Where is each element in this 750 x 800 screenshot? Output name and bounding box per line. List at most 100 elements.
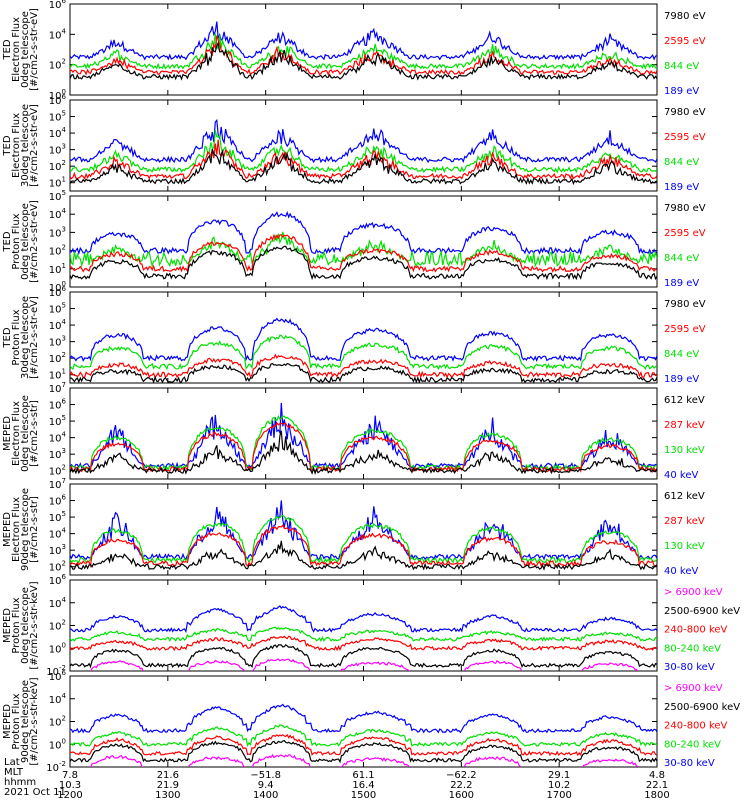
y-tick-label: 106 [49,0,67,11]
legend-entry: 2500-6900 keV [664,606,740,617]
y-tick-label: 107 [49,381,66,395]
legend-entry: 30-80 keV [664,662,715,673]
legend-entry: 7980 eV [664,107,706,118]
series-line [70,514,657,565]
y-tick-label: 100 [49,88,66,102]
x-label-lat: Lat [4,757,20,768]
y-tick-label: 104 [49,692,67,706]
panel-series-group [70,118,657,186]
y-tick-label: 102 [49,464,66,478]
legend-entry: 240-800 keV [664,625,728,636]
x-tick-label-hhmm: 1300 [155,790,180,800]
legend-entry: 612 keV [664,491,705,502]
y-axis-label: TED [2,39,13,60]
legend-entry: 189 eV [664,86,699,97]
legend-entry: 844 eV [664,253,699,264]
legend-entry: 40 keV [664,470,698,481]
panel-frame [69,579,658,672]
legend-entry: 287 keV [664,516,705,527]
series-line [70,402,657,470]
x-tick-label-lat: 21.6 [157,770,179,781]
y-tick-label: 104 [49,527,67,541]
series-line [82,753,653,767]
series-line [70,733,657,757]
series-line [70,148,657,186]
y-axis-label: [#/cm2-s-str-eV] [29,200,40,283]
x-tick-label-lat: −51.8 [250,770,281,781]
series-line [75,658,649,671]
y-tick-label: 103 [49,447,66,461]
x-tick-label-mlt: 9.4 [258,780,274,791]
panel-frame [69,195,658,288]
panel-series-group [70,317,657,383]
legend-entry: 189 eV [664,182,699,193]
legend-entry: 7980 eV [664,299,706,310]
y-tick-label: 105 [49,510,66,524]
y-axis-label: 0deg telescope [20,587,31,664]
y-tick-label: 103 [49,335,66,349]
y-axis-label: [#/cm2-s-str-eV] [29,296,40,379]
series-line [70,500,657,561]
series-line [70,118,657,164]
y-tick-label: 103 [49,225,66,239]
y-tick-label: 10-2 [46,664,66,678]
legend-entry: 130 keV [664,445,705,456]
y-tick-label: 10-2 [46,760,66,774]
y-tick-label: 105 [49,414,66,428]
y-axis-label: TED [2,135,13,156]
y-axis-label: 0deg telescope [20,11,31,88]
y-tick-label: 107 [49,477,66,491]
y-axis-label: MEPED [2,704,13,739]
x-axis-row-labels: Lat MLT hhmm 2021 Oct 11 [4,758,66,798]
x-tick-label-mlt: 10.3 [59,780,81,791]
panel-series-group [70,703,657,767]
y-tick-label: 102 [49,715,66,729]
series-line [70,724,657,748]
y-tick-label: 106 [49,573,67,587]
y-tick-label: 104 [49,431,67,445]
legend-entry: 287 keV [664,420,705,431]
y-tick-label: 103 [49,543,66,557]
x-tick-label-lat: 61.1 [352,770,374,781]
x-tick-label-mlt: 10.2 [548,780,570,791]
legend-entry: 80-240 keV [664,739,721,750]
series-line [70,605,657,634]
y-tick-label: 102 [49,58,66,72]
x-label-hhmm: hhmm [4,777,37,788]
legend-entry: > 6900 keV [664,587,723,598]
y-tick-label: 103 [49,143,66,157]
y-axis-label: [#/cm2-s-str] [29,496,40,563]
series-line [70,130,657,174]
y-axis-label: MEPED [2,512,13,547]
y-axis-label: TED [2,231,13,252]
y-tick-label: 104 [49,207,67,221]
series-line [70,643,657,669]
series-line [70,139,657,180]
legend-entry: 189 eV [664,374,699,385]
legend-entry: 189 eV [664,278,699,289]
legend-entry: 2595 eV [664,228,706,239]
y-axis-label: 30deg telescope [20,296,31,379]
series-line [70,353,657,380]
panel-series-group [70,500,657,571]
panel-series-group [70,402,657,476]
legend-entry: 844 eV [664,349,699,360]
y-tick-label: 106 [49,93,67,107]
x-tick-label-hhmm: 1600 [449,790,474,800]
y-tick-label: 101 [49,368,66,382]
y-tick-label: 106 [49,398,67,412]
legend-entry: 2595 eV [664,36,706,47]
y-axis-label: 0deg telescope [20,203,31,280]
y-tick-label: 104 [49,596,67,610]
x-label-mlt: MLT [4,767,23,778]
y-axis-label: 30deg telescope [20,104,31,187]
y-axis-label: TED [2,327,13,348]
legend-entry: 80-240 keV [664,643,721,654]
x-tick-label-mlt: 21.9 [157,780,179,791]
x-tick-label-mlt: 22.2 [450,780,472,791]
y-tick-label: 102 [49,560,66,574]
series-line [70,540,657,571]
y-axis-label: Proton Flux [11,213,22,269]
